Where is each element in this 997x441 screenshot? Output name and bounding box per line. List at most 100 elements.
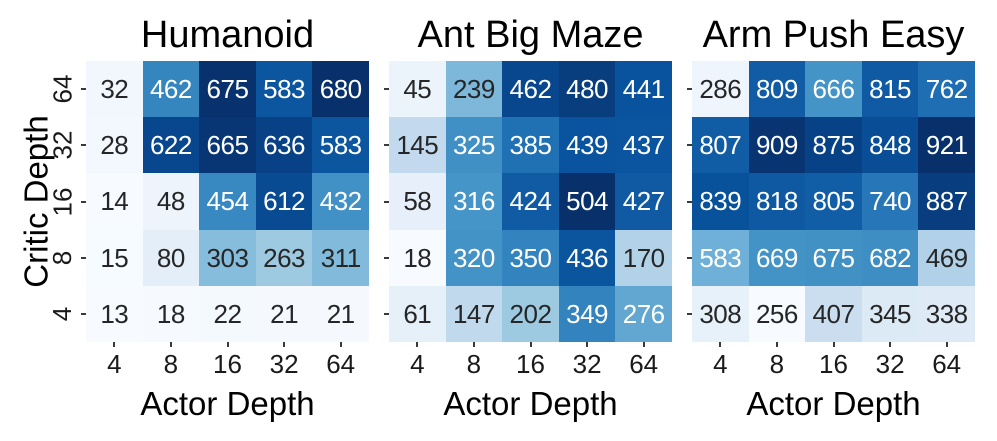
x-tick-mark: [113, 342, 116, 347]
heatmap-cell: 666: [805, 61, 862, 118]
heatmap-cell: 239: [445, 61, 503, 118]
heatmap-cell: 13: [86, 285, 143, 342]
heatmap-cell: 349: [558, 285, 616, 342]
x-tick-label: 64: [326, 349, 356, 379]
heatmap-cell: 439: [558, 117, 616, 174]
heatmap-cell: 807: [692, 117, 749, 174]
y-tick-label: 8: [40, 236, 84, 280]
y-tick-mark: [384, 144, 389, 147]
y-tick-mark: [384, 88, 389, 91]
heatmap-cell: 682: [861, 229, 919, 286]
heatmap-cell: 675: [199, 61, 256, 118]
y-tick-label-text: 64: [46, 74, 77, 104]
y-tick-label-text: 16: [46, 187, 77, 216]
x-tick-mark: [529, 342, 532, 347]
heatmap-cell: 303: [199, 229, 256, 286]
y-tick-mark: [384, 256, 389, 259]
heatmap-cell: 762: [918, 61, 975, 118]
x-tick-label: 16: [819, 349, 848, 379]
x-tick-mark: [339, 342, 342, 347]
x-tick-label: 16: [213, 349, 242, 379]
x-tick-label: 4: [410, 349, 425, 379]
heatmap-cell: 839: [692, 173, 749, 230]
x-tick-label: 8: [769, 349, 785, 379]
heatmap-cell: 469: [918, 229, 975, 286]
heatmap-cell: 583: [312, 117, 369, 174]
heatmap-cell: 437: [615, 117, 672, 174]
heatmap-cell: 441: [615, 61, 672, 118]
panel-title: Humanoid: [140, 14, 315, 57]
heatmap-cell: 18: [142, 285, 200, 342]
heatmap-cell: 740: [861, 173, 919, 230]
y-tick-mark: [81, 144, 86, 147]
y-tick-label-text: 32: [46, 130, 77, 160]
heatmap-grid: 45 239 462 480 441 145 325 385 439 437 58 316 424 504…: [389, 61, 672, 342]
heatmap-cell: 612: [255, 173, 313, 230]
y-tick-label-text: 4: [47, 306, 77, 322]
heatmap-cell: 256: [748, 285, 806, 342]
x-tick-mark: [775, 342, 778, 347]
y-tick-mark: [384, 200, 389, 203]
heatmap-cell: 22: [199, 285, 256, 342]
x-tick-mark: [889, 342, 892, 347]
panel-title: Ant Big Maze: [417, 14, 644, 57]
heatmap-cell: 921: [918, 117, 975, 174]
heatmap-cell: 58: [389, 173, 446, 230]
heatmap-cell: 286: [692, 61, 749, 118]
heatmap-cell: 665: [199, 117, 256, 174]
heatmap-cell: 636: [255, 117, 313, 174]
heatmap-cell: 680: [312, 61, 369, 118]
x-tick-label: 8: [466, 349, 482, 379]
x-tick-mark: [283, 342, 286, 347]
heatmap-cell: 480: [558, 61, 616, 118]
heatmap-cell: 338: [918, 285, 975, 342]
x-tick-mark: [472, 342, 475, 347]
heatmap-panel-arm-push-easy: Arm Push Easy 286 809 666 815 762 807 909 875 848…: [687, 14, 975, 422]
x-tick-label: 32: [875, 349, 905, 379]
heatmap-cell: 462: [142, 61, 200, 118]
heatmap-cell: 308: [692, 285, 749, 342]
y-tick-mark: [81, 200, 86, 203]
heatmap-cell: 583: [692, 229, 749, 286]
heatmap-cell: 61: [389, 285, 446, 342]
heatmap-grid: 286 809 666 815 762 807 909 875 848 921 839 818 805 7…: [692, 61, 975, 342]
heatmap-cell: 887: [918, 173, 975, 230]
heatmap-cell: 909: [748, 117, 806, 174]
x-tick-mark: [832, 342, 835, 347]
x-tick-label: 64: [629, 349, 659, 379]
heatmap-panel-humanoid: Humanoid 32 462 675 583 680 28 622 665 636 583 14 48…: [47, 14, 369, 422]
y-tick-mark: [384, 312, 389, 315]
y-tick-mark: [81, 312, 86, 315]
heatmap-cell: 622: [142, 117, 200, 174]
heatmap-cell: 45: [389, 61, 446, 118]
heatmap-cell: 675: [805, 229, 862, 286]
y-tick-mark: [81, 88, 86, 91]
y-tick-mark: [687, 200, 692, 203]
heatmap-cell: 15: [86, 229, 143, 286]
y-tick-mark: [687, 312, 692, 315]
x-tick-mark: [642, 342, 645, 347]
heatmap-cell: 263: [255, 229, 313, 286]
heatmap-cell: 80: [142, 229, 200, 286]
heatmap-cell: 504: [558, 173, 616, 230]
x-tick-label: 64: [932, 349, 962, 379]
x-tick-mark: [719, 342, 722, 347]
x-tick-label: 16: [516, 349, 545, 379]
heatmap-cell: 21: [255, 285, 313, 342]
heatmap-cell: 407: [805, 285, 862, 342]
y-tick-mark: [687, 144, 692, 147]
heatmap-cell: 424: [502, 173, 559, 230]
y-tick-label: 4: [40, 292, 84, 336]
heatmap-cell: 815: [861, 61, 919, 118]
x-axis-label: Actor Depth: [140, 385, 315, 422]
heatmap-cell: 311: [312, 229, 369, 286]
heatmap-cell: 21: [312, 285, 369, 342]
x-tick-label: 4: [107, 349, 122, 379]
x-tick-mark: [945, 342, 948, 347]
y-tick-label: 16: [40, 180, 84, 224]
heatmap-cell: 583: [255, 61, 313, 118]
heatmap-cell: 14: [86, 173, 143, 230]
heatmap-cell: 202: [502, 285, 559, 342]
y-tick-mark: [687, 88, 692, 91]
